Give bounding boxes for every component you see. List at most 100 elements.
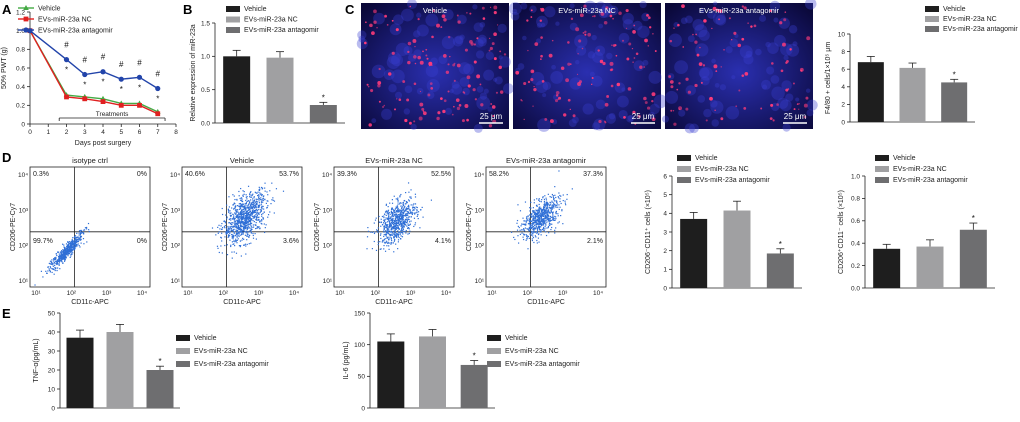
quadrant-ul: 40.6%: [185, 171, 205, 178]
event-dot: [248, 225, 250, 227]
event-dot: [554, 186, 556, 188]
event-dot: [225, 233, 227, 235]
bar-0: [680, 218, 708, 288]
event-dot: [397, 235, 399, 237]
event-dot: [547, 214, 549, 216]
nucleus: [713, 1, 718, 6]
event-dot: [244, 212, 246, 214]
event-dot: [249, 222, 252, 224]
event-dot: [68, 242, 70, 244]
event-dot: [78, 237, 80, 239]
event-dot: [67, 253, 69, 255]
facs-y-label: CD206-PE-Cy7: [10, 203, 17, 251]
event-dot: [261, 208, 263, 210]
nucleus: [472, 4, 478, 10]
event-dot: [244, 210, 246, 212]
event-dot: [545, 211, 547, 214]
f480-signal: [747, 22, 749, 24]
event-dot: [542, 224, 544, 226]
event-dot: [250, 222, 253, 224]
event-dot: [393, 236, 395, 238]
event-dot: [386, 210, 388, 212]
event-dot: [257, 194, 259, 197]
event-dot: [397, 199, 399, 202]
f480-signal: [541, 80, 545, 83]
event-dot: [263, 211, 265, 213]
event-dot: [397, 221, 399, 223]
event-dot: [545, 217, 547, 219]
event-dot: [543, 218, 545, 220]
event-dot: [397, 231, 400, 233]
f480-signal: [723, 48, 725, 51]
event-dot: [242, 206, 244, 208]
event-dot: [548, 221, 550, 223]
event-dot: [262, 212, 264, 215]
nucleus: [426, 79, 440, 93]
event-dot: [71, 239, 73, 242]
nucleus: [715, 14, 727, 26]
f480-signal: [712, 6, 717, 11]
event-dot: [394, 208, 396, 210]
event-dot: [249, 204, 252, 206]
event-dot: [542, 229, 544, 231]
event-dot: [397, 197, 399, 199]
event-dot: [56, 254, 58, 257]
event-dot: [259, 220, 261, 222]
event-dot: [517, 204, 519, 206]
event-dot: [414, 196, 417, 198]
event-dot: [69, 251, 72, 253]
event-dot: [228, 206, 230, 208]
event-dot: [532, 222, 534, 224]
legend-swatch-0: [875, 155, 889, 161]
f480-signal: [364, 21, 367, 24]
event-dot: [251, 226, 253, 228]
event-dot: [392, 213, 394, 215]
event-dot: [217, 247, 219, 249]
f480-signal: [577, 53, 579, 55]
event-dot: [69, 249, 72, 251]
event-dot: [256, 212, 258, 214]
f480-signal: [651, 117, 656, 122]
legend-swatch-0: [176, 335, 190, 341]
event-dot: [408, 228, 410, 230]
event-dot: [538, 220, 540, 222]
event-dot: [391, 215, 393, 217]
event-dot: [542, 222, 544, 224]
event-dot: [56, 263, 58, 265]
event-dot: [239, 217, 242, 219]
facs-x-label: CD11c-APC: [71, 299, 109, 306]
event-dot: [247, 205, 249, 207]
facs-x-label: CD11c-APC: [527, 299, 565, 306]
event-dot: [235, 222, 238, 225]
event-dot: [56, 262, 59, 264]
event-dot: [396, 234, 398, 236]
event-dot: [237, 216, 240, 219]
event-dot: [560, 202, 562, 205]
event-dot: [259, 188, 261, 190]
event-dot: [529, 210, 531, 212]
event-dot: [234, 217, 236, 220]
event-dot: [242, 222, 244, 224]
y-tick-label: 0.4: [851, 241, 860, 248]
event-dot: [530, 226, 532, 228]
nucleus: [698, 67, 710, 79]
event-dot: [411, 211, 413, 213]
event-dot: [542, 215, 545, 217]
event-dot: [536, 231, 538, 233]
event-dot: [557, 222, 559, 224]
event-dot: [248, 223, 250, 226]
event-dot: [552, 216, 554, 218]
event-dot: [386, 225, 388, 227]
event-dot: [251, 215, 254, 217]
y-tick-label: 0.4: [16, 84, 25, 91]
event-dot: [381, 241, 383, 243]
event-dot: [255, 200, 257, 203]
f480-signal: [530, 16, 533, 18]
event-dot: [531, 233, 533, 235]
event-dot: [406, 216, 408, 219]
event-dot: [552, 201, 554, 203]
event-dot: [522, 217, 524, 219]
event-dot: [51, 268, 53, 270]
event-dot: [260, 193, 262, 195]
f480-signal: [632, 61, 634, 63]
